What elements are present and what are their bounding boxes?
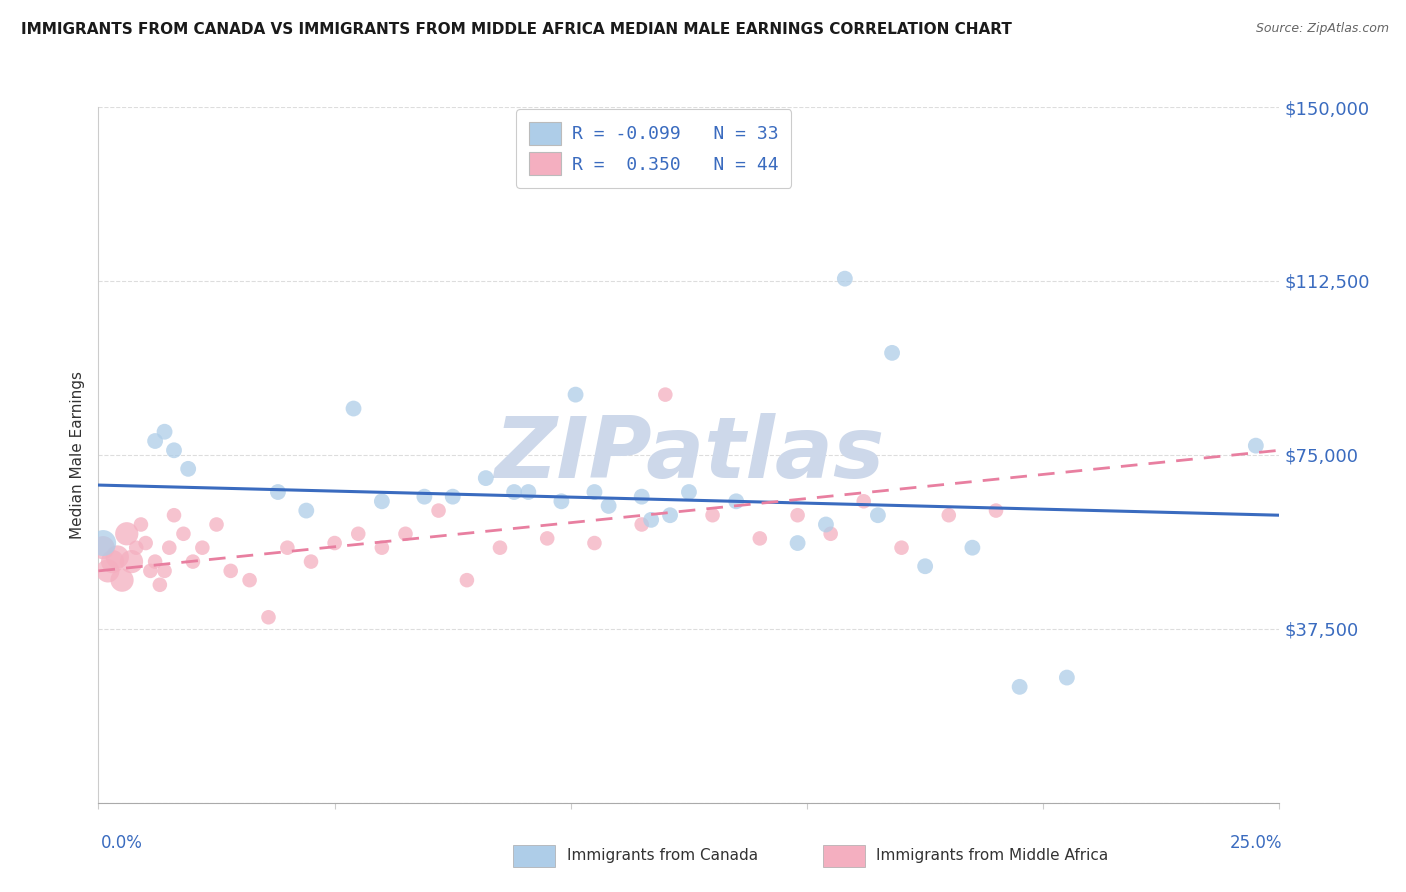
- Point: [583, 485, 606, 500]
- Point: [659, 508, 682, 523]
- Point: [219, 564, 242, 578]
- Point: [678, 485, 700, 500]
- Point: [267, 485, 290, 500]
- Point: [702, 508, 724, 523]
- Point: [852, 494, 875, 508]
- Point: [172, 526, 194, 541]
- Point: [115, 526, 138, 541]
- Point: [786, 508, 808, 523]
- Point: [91, 536, 114, 550]
- Point: [121, 555, 143, 569]
- Point: [111, 573, 134, 587]
- Point: [914, 559, 936, 574]
- Point: [1008, 680, 1031, 694]
- Point: [475, 471, 498, 485]
- Point: [630, 490, 652, 504]
- Text: 25.0%: 25.0%: [1230, 834, 1282, 852]
- Text: Immigrants from Middle Africa: Immigrants from Middle Africa: [876, 848, 1108, 863]
- Point: [143, 434, 166, 448]
- Point: [413, 490, 436, 504]
- Point: [1056, 671, 1078, 685]
- Point: [820, 526, 842, 541]
- Point: [786, 536, 808, 550]
- Point: [1244, 439, 1267, 453]
- Point: [489, 541, 512, 555]
- Point: [834, 271, 856, 285]
- Point: [163, 443, 186, 458]
- Point: [125, 541, 148, 555]
- Text: IMMIGRANTS FROM CANADA VS IMMIGRANTS FROM MIDDLE AFRICA MEDIAN MALE EARNINGS COR: IMMIGRANTS FROM CANADA VS IMMIGRANTS FRO…: [21, 22, 1012, 37]
- Text: 0.0%: 0.0%: [101, 834, 143, 852]
- Point: [143, 555, 166, 569]
- Point: [101, 555, 124, 569]
- Point: [205, 517, 228, 532]
- Point: [91, 541, 114, 555]
- Point: [181, 555, 204, 569]
- Point: [295, 503, 318, 517]
- Point: [153, 564, 176, 578]
- Point: [139, 564, 162, 578]
- Point: [550, 494, 572, 508]
- Point: [276, 541, 298, 555]
- Point: [640, 513, 662, 527]
- Point: [536, 532, 558, 546]
- Point: [456, 573, 478, 587]
- Point: [725, 494, 748, 508]
- Point: [371, 541, 394, 555]
- Point: [347, 526, 370, 541]
- Point: [105, 549, 128, 564]
- Point: [371, 494, 394, 508]
- Point: [239, 573, 262, 587]
- Point: [257, 610, 280, 624]
- Text: Source: ZipAtlas.com: Source: ZipAtlas.com: [1256, 22, 1389, 36]
- Point: [598, 499, 620, 513]
- Point: [814, 517, 837, 532]
- Point: [177, 462, 200, 476]
- Legend: R = -0.099   N = 33, R =  0.350   N = 44: R = -0.099 N = 33, R = 0.350 N = 44: [516, 109, 792, 188]
- Point: [890, 541, 912, 555]
- Point: [157, 541, 180, 555]
- Point: [630, 517, 652, 532]
- Point: [441, 490, 464, 504]
- Point: [866, 508, 889, 523]
- Point: [191, 541, 214, 555]
- Point: [748, 532, 770, 546]
- Point: [654, 387, 676, 401]
- Point: [129, 517, 152, 532]
- Point: [299, 555, 322, 569]
- Point: [342, 401, 364, 416]
- Point: [163, 508, 186, 523]
- Point: [564, 387, 586, 401]
- Point: [984, 503, 1007, 517]
- Point: [427, 503, 450, 517]
- Text: Immigrants from Canada: Immigrants from Canada: [567, 848, 758, 863]
- Point: [583, 536, 606, 550]
- Point: [153, 425, 176, 439]
- Point: [503, 485, 526, 500]
- Point: [323, 536, 346, 550]
- Point: [149, 578, 172, 592]
- Point: [394, 526, 416, 541]
- Point: [880, 346, 903, 360]
- Point: [135, 536, 157, 550]
- Text: ZIPatlas: ZIPatlas: [494, 413, 884, 497]
- Point: [938, 508, 960, 523]
- Y-axis label: Median Male Earnings: Median Male Earnings: [69, 371, 84, 539]
- Point: [517, 485, 540, 500]
- Point: [97, 564, 120, 578]
- Point: [962, 541, 984, 555]
